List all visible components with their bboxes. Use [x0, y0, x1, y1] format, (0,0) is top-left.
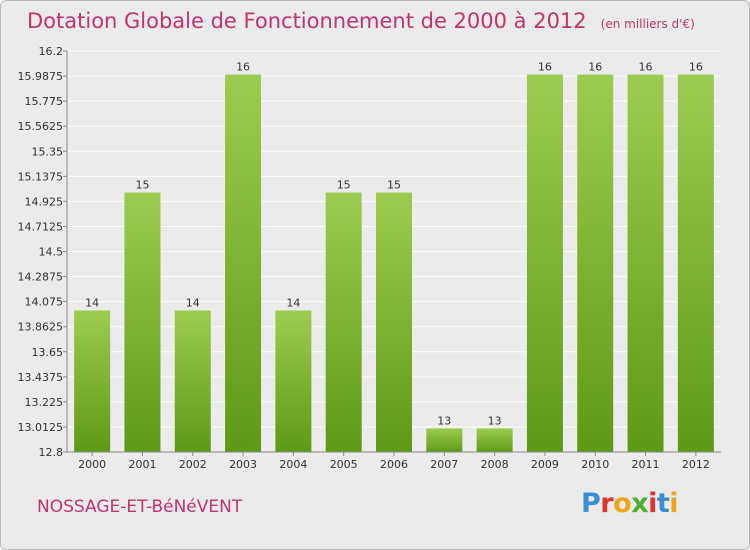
y-tick-label: 15.775: [25, 95, 64, 108]
bar: [325, 192, 362, 452]
y-tick-label: 13.65: [32, 346, 64, 359]
axes: 12.8 13.0125 13.225 13.4375 13.65 13.8625 14.0…: [18, 45, 721, 471]
logo-letter: P: [581, 488, 601, 519]
bar-value-label: 13: [488, 414, 502, 427]
bar-value-label: 15: [337, 179, 351, 192]
logo-letter: x: [631, 488, 649, 519]
commune-name: NOSSAGE-ET-BéNéVENT: [37, 497, 243, 517]
x-tick-label: 2008: [481, 458, 509, 471]
x-tick-label: 2009: [531, 458, 559, 471]
bar: [577, 74, 614, 453]
bar-value-label: 16: [236, 61, 250, 74]
bar: [526, 74, 563, 453]
logo-letter: t: [656, 488, 670, 519]
bars: 14 15 14 16 14 15 15 13 13 16 16 16 16: [74, 61, 714, 453]
bar-value-label: 15: [387, 179, 401, 192]
y-tick-label: 14.5: [39, 246, 64, 259]
bar: [677, 74, 714, 453]
title-text: Dotation Globale de Fonctionnement de 20…: [27, 9, 587, 33]
x-tick-label: 2004: [279, 458, 307, 471]
logo-letter: r: [600, 488, 614, 519]
y-tick-label: 13.8625: [18, 321, 64, 334]
x-tick-label: 2003: [229, 458, 257, 471]
bar: [627, 74, 664, 453]
y-tick-label: 15.1375: [18, 170, 64, 183]
bar: [275, 310, 312, 452]
x-tick-label: 2007: [430, 458, 458, 471]
bar-value-label: 14: [286, 296, 300, 309]
bar: [225, 74, 262, 453]
bar-value-label: 16: [588, 61, 602, 74]
bar: [476, 428, 513, 452]
y-tick-label: 12.8: [39, 446, 64, 459]
x-tick-label: 2000: [78, 458, 106, 471]
x-tick-label: 2011: [632, 458, 660, 471]
x-tick-label: 2002: [179, 458, 207, 471]
bar: [74, 310, 111, 452]
x-tick-label: 2005: [330, 458, 358, 471]
x-tick-label: 2012: [682, 458, 710, 471]
bar: [124, 192, 161, 452]
chart-title: Dotation Globale de Fonctionnement de 20…: [27, 9, 695, 33]
x-tick-label: 2006: [380, 458, 408, 471]
bar-value-label: 16: [639, 61, 653, 74]
logo-letter: i: [669, 488, 679, 519]
y-tick-label: 13.225: [25, 396, 64, 409]
x-tick-label: 2010: [581, 458, 609, 471]
bar-value-label: 16: [689, 61, 703, 74]
y-tick-label: 13.0125: [18, 421, 64, 434]
bar-value-label: 15: [135, 179, 149, 192]
bar-value-label: 14: [186, 296, 200, 309]
bar: [426, 428, 463, 452]
y-tick-label: 15.5625: [18, 120, 64, 133]
logo-letter: i: [648, 488, 657, 519]
y-tick-label: 13.4375: [18, 371, 64, 384]
y-tick-label: 14.925: [25, 195, 64, 208]
proxiti-logo[interactable]: Proxiti: [581, 488, 679, 519]
y-tick-label: 14.2875: [18, 271, 64, 284]
y-tick-label: 14.075: [25, 296, 64, 309]
x-tick-label: 2001: [128, 458, 156, 471]
logo-letter: o: [613, 488, 632, 519]
bar-value-label: 14: [85, 296, 99, 309]
bar-value-label: 16: [538, 61, 552, 74]
y-tick-label: 15.35: [32, 145, 64, 158]
y-tick-label: 15.9875: [18, 70, 64, 83]
bar: [174, 310, 211, 452]
y-tick-label: 16.2: [39, 45, 64, 58]
bar-value-label: 13: [437, 414, 451, 427]
bar: [376, 192, 412, 452]
chart-subtitle: (en milliers d'€): [600, 17, 695, 31]
y-tick-label: 14.7125: [18, 220, 64, 233]
